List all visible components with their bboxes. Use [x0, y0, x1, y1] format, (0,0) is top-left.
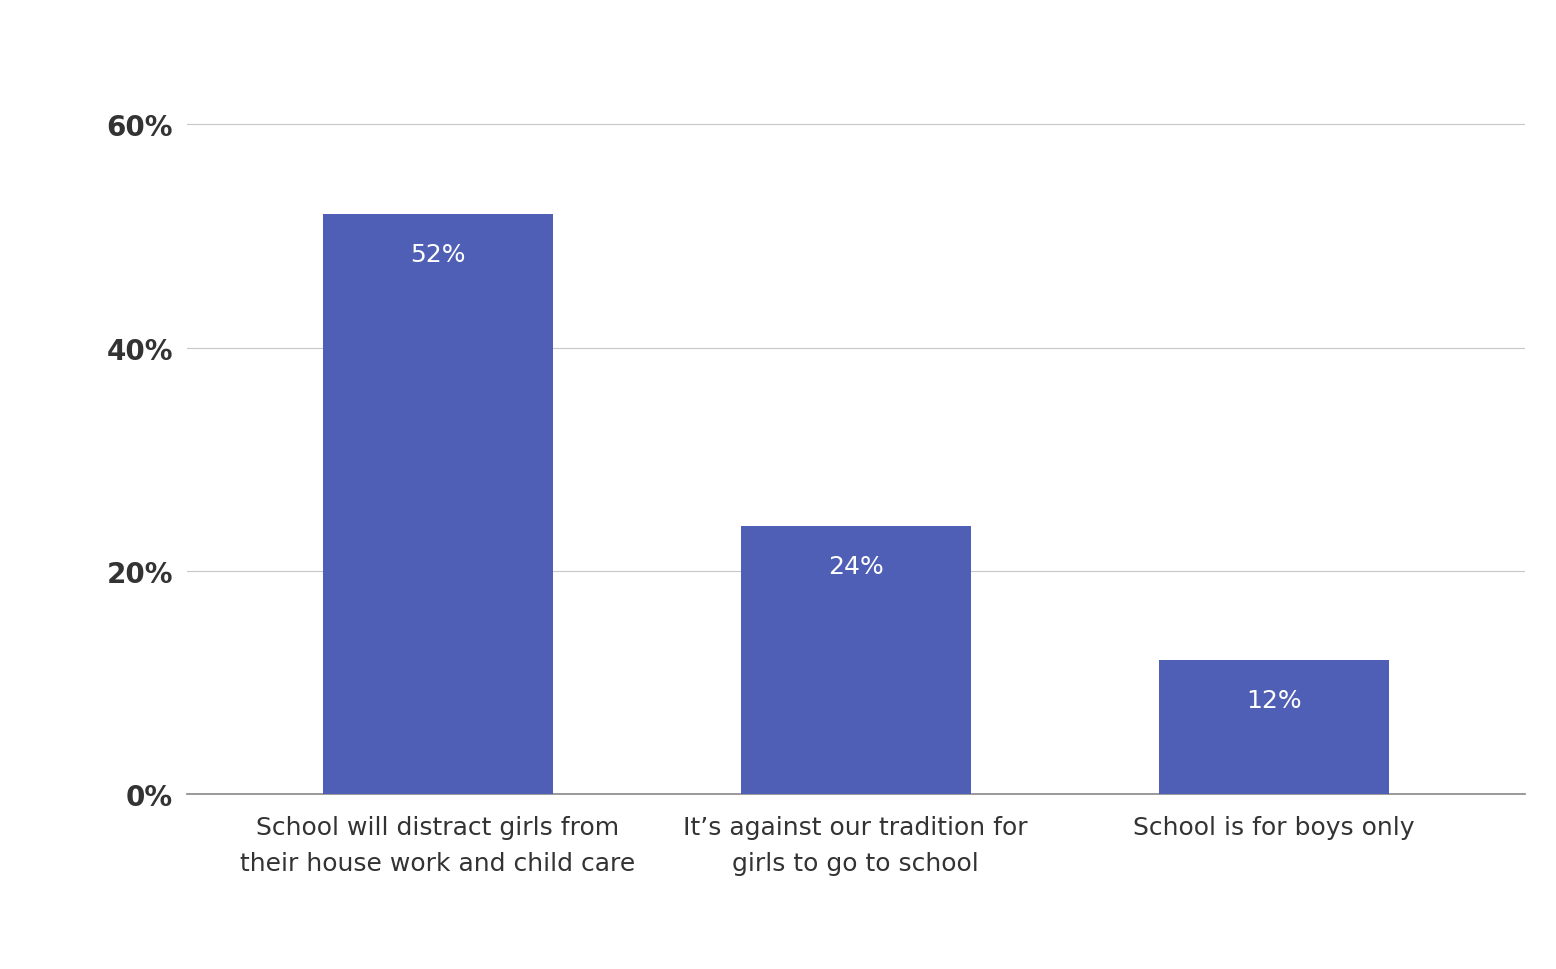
- Bar: [322, 214, 552, 795]
- Bar: [741, 527, 971, 795]
- Text: 12%: 12%: [1246, 689, 1302, 712]
- Bar: [1159, 661, 1390, 795]
- Text: 52%: 52%: [409, 242, 465, 266]
- Text: 24%: 24%: [828, 554, 884, 578]
